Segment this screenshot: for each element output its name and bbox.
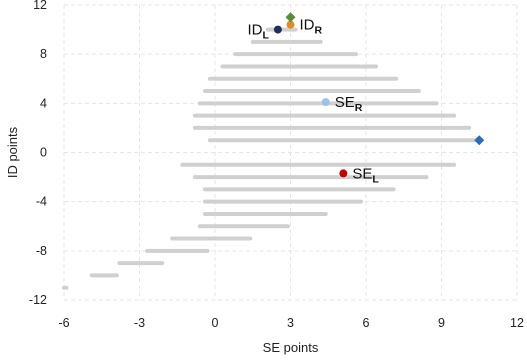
y-tick-label: -12 — [29, 293, 47, 307]
x-tick-label: 0 — [212, 316, 219, 330]
gridlines — [63, 4, 518, 301]
marker-label-subscript: L — [372, 173, 379, 185]
marker-label-main: SE — [352, 165, 372, 182]
marker-label-se-l: SEL — [352, 165, 379, 185]
range-bands — [62, 27, 482, 290]
marker-label-se-r: SER — [335, 94, 363, 114]
y-tick-label: 8 — [40, 47, 47, 61]
marker-label-main: SE — [335, 94, 355, 111]
marker-label-subscript: R — [315, 25, 323, 37]
x-tick-label: 6 — [363, 316, 370, 330]
x-tick-label: 12 — [510, 316, 524, 330]
tick-labels: -6 -3 0 3 6 9 12 12 8 4 0 -4 -8 -12 — [29, 0, 524, 330]
marker-label-id-l: IDL — [247, 22, 269, 42]
marker-label-id-r: IDR — [300, 17, 323, 37]
marker-green — [285, 12, 296, 23]
marker-label-subscript: L — [262, 30, 269, 42]
y-tick-label: -4 — [36, 195, 47, 209]
marker-label-subscript: R — [355, 102, 363, 114]
x-tick-label: -3 — [134, 316, 145, 330]
marker-blue — [474, 135, 485, 146]
marker-se-l — [339, 169, 348, 178]
marker-id-r — [286, 20, 295, 29]
y-tick-label: 0 — [40, 146, 47, 160]
y-tick-label: -8 — [36, 244, 47, 258]
x-tick-label: -6 — [58, 316, 69, 330]
marker-label-main: ID — [300, 17, 315, 34]
marker-label-main: ID — [247, 22, 262, 39]
marker-id-l — [273, 25, 282, 34]
x-tick-label: 3 — [287, 316, 294, 330]
marker-se-r — [321, 98, 330, 107]
x-tick-label: 9 — [438, 316, 445, 330]
y-tick-label: 4 — [40, 96, 47, 110]
y-axis-title: ID points — [5, 126, 20, 178]
y-tick-label: 12 — [33, 0, 47, 12]
x-axis-title: SE points — [263, 340, 319, 355]
